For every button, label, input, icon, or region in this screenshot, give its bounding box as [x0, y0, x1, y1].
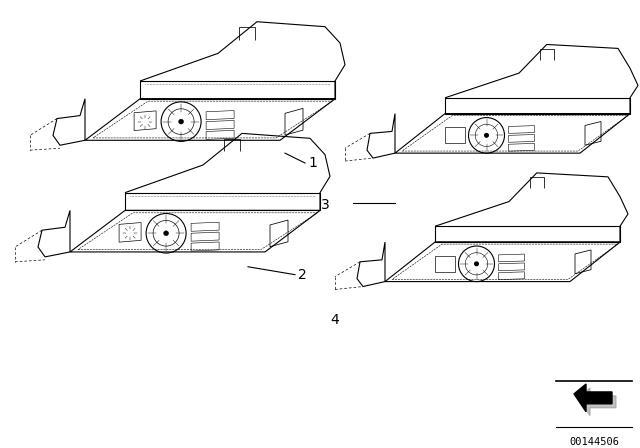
Text: 1: 1	[308, 156, 317, 170]
Text: 4: 4	[330, 313, 339, 327]
Text: 2: 2	[298, 267, 307, 282]
Ellipse shape	[484, 134, 488, 137]
Ellipse shape	[475, 262, 478, 266]
Ellipse shape	[179, 119, 184, 124]
Ellipse shape	[164, 231, 168, 236]
Polygon shape	[578, 388, 616, 416]
Text: 3: 3	[321, 198, 330, 211]
Text: 00144506: 00144506	[569, 437, 619, 447]
Polygon shape	[574, 384, 612, 412]
